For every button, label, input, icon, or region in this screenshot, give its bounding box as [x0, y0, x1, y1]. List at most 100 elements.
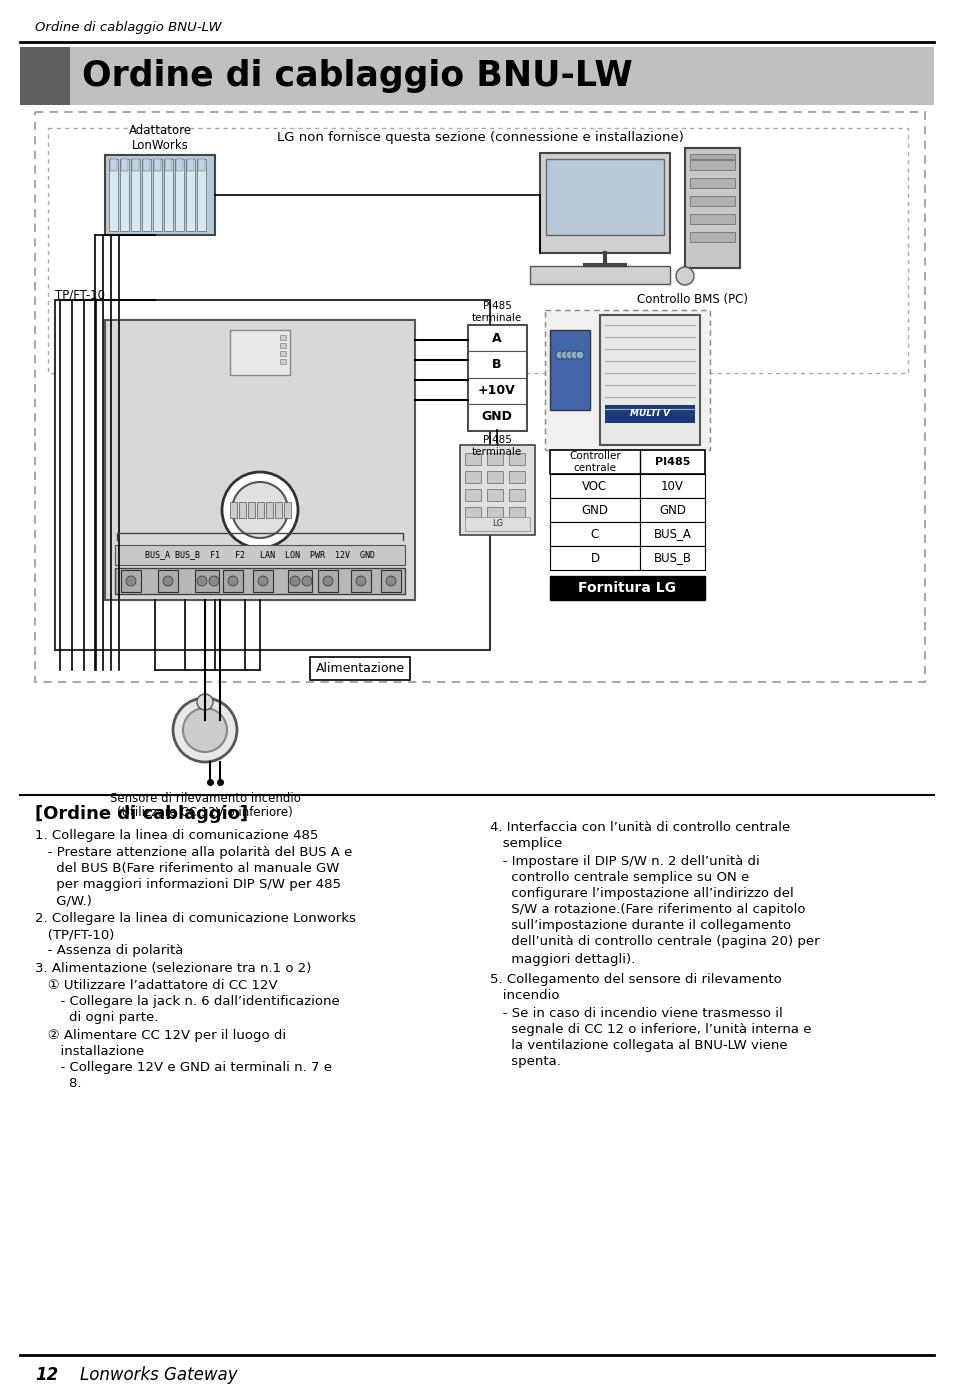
Bar [468, 378, 525, 404]
Text: - Collegare 12V e GND ai terminali n. 7 e: - Collegare 12V e GND ai terminali n. 7 … [35, 1060, 332, 1074]
Text: controllo centrale semplice su ON e: controllo centrale semplice su ON e [490, 872, 748, 884]
Bar [689, 154, 734, 159]
Bar [464, 490, 480, 501]
Bar [132, 159, 139, 171]
Bar [239, 502, 246, 518]
Bar [142, 159, 151, 231]
Bar [689, 196, 734, 206]
Circle shape [126, 576, 136, 586]
Text: di ogni parte.: di ogni parte. [35, 1011, 158, 1024]
Bar [175, 159, 183, 171]
Bar [284, 502, 291, 518]
Circle shape [355, 576, 366, 586]
Text: +10V: +10V [477, 385, 516, 397]
Text: GND: GND [481, 410, 512, 424]
Circle shape [196, 576, 207, 586]
Text: installazione: installazione [35, 1045, 144, 1058]
Bar [468, 325, 525, 351]
Bar [550, 330, 589, 410]
Bar [599, 315, 700, 445]
Bar [545, 159, 663, 235]
Bar [187, 159, 193, 171]
Bar [230, 330, 290, 375]
Text: D: D [590, 551, 598, 565]
Circle shape [290, 576, 299, 586]
Text: - Assenza di polarità: - Assenza di polarità [35, 944, 183, 957]
Text: 2. Collegare la linea di comunicazione Lonworks: 2. Collegare la linea di comunicazione L… [35, 912, 355, 925]
Bar [684, 148, 740, 269]
Bar [464, 518, 530, 532]
Bar [464, 506, 480, 519]
Bar [20, 48, 70, 105]
Bar [317, 569, 337, 592]
Bar [274, 502, 282, 518]
Bar [639, 522, 704, 546]
Bar [509, 471, 524, 483]
Circle shape [222, 471, 297, 548]
Bar [110, 159, 117, 171]
Bar [550, 522, 639, 546]
Text: Alimentazione: Alimentazione [315, 662, 404, 674]
Bar [105, 155, 214, 235]
Bar [280, 351, 286, 355]
Bar [689, 214, 734, 224]
Bar [223, 569, 243, 592]
Text: Ordine di cablaggio BNU-LW: Ordine di cablaggio BNU-LW [35, 21, 221, 35]
Bar [196, 159, 206, 231]
Bar [115, 568, 405, 595]
Bar [280, 334, 286, 340]
Bar [550, 546, 639, 569]
Text: S/W a rotazione.(Fare riferimento al capitolo: S/W a rotazione.(Fare riferimento al cap… [490, 902, 804, 916]
Bar [174, 159, 184, 231]
Bar [253, 569, 273, 592]
Text: - Prestare attenzione alla polarità del BUS A e: - Prestare attenzione alla polarità del … [35, 846, 352, 859]
Bar [121, 569, 141, 592]
Text: GND: GND [581, 504, 608, 516]
Circle shape [172, 698, 236, 762]
Text: B: B [492, 358, 501, 371]
Bar [486, 471, 502, 483]
Text: (Utilizzare CC 12V o inferiore): (Utilizzare CC 12V o inferiore) [117, 806, 293, 818]
Bar [486, 453, 502, 464]
Bar [109, 159, 118, 231]
Bar [689, 232, 734, 242]
Text: 12: 12 [35, 1365, 58, 1384]
Bar [639, 546, 704, 569]
Text: VOC: VOC [581, 480, 607, 492]
Bar [256, 502, 264, 518]
Bar [288, 569, 312, 592]
Text: - Impostare il DIP S/W n. 2 dell’unità di: - Impostare il DIP S/W n. 2 dell’unità d… [490, 855, 759, 867]
Text: 3. Alimentazione (selezionare tra n.1 o 2): 3. Alimentazione (selezionare tra n.1 o … [35, 963, 311, 975]
Text: Sensore di rilevamento incendio: Sensore di rilevamento incendio [110, 792, 300, 804]
Text: Lonworks Gateway: Lonworks Gateway [80, 1365, 237, 1384]
Bar [280, 343, 286, 348]
Text: dell’unità di controllo centrale (pagina 20) per: dell’unità di controllo centrale (pagina… [490, 935, 819, 949]
Circle shape [232, 483, 288, 539]
Text: 5. Collegamento del sensore di rilevamento: 5. Collegamento del sensore di rilevamen… [490, 972, 781, 986]
Circle shape [183, 708, 227, 753]
Text: 8.: 8. [35, 1077, 81, 1090]
Bar [158, 569, 178, 592]
Bar [639, 498, 704, 522]
Bar [55, 299, 490, 651]
Bar [550, 498, 639, 522]
Bar [143, 159, 150, 171]
Circle shape [302, 576, 312, 586]
Bar [280, 360, 286, 364]
Text: G/W.): G/W.) [35, 894, 91, 907]
Text: Ordine di cablaggio BNU-LW: Ordine di cablaggio BNU-LW [82, 59, 632, 92]
Bar [152, 159, 162, 231]
Bar [194, 569, 219, 592]
Bar [550, 474, 639, 498]
Text: Pi485
terminale: Pi485 terminale [472, 435, 521, 456]
Text: Adattatore
LonWorks: Adattatore LonWorks [129, 125, 192, 152]
Text: configurare l’impostazione all’indirizzo del: configurare l’impostazione all’indirizzo… [490, 887, 793, 900]
Bar [639, 474, 704, 498]
Bar [164, 159, 172, 231]
Circle shape [565, 351, 574, 360]
Text: ② Alimentare CC 12V per il luogo di: ② Alimentare CC 12V per il luogo di [35, 1030, 286, 1042]
Text: - Collegare la jack n. 6 dall’identificazione: - Collegare la jack n. 6 dall’identifica… [35, 995, 339, 1009]
Circle shape [209, 576, 219, 586]
Text: [Ordine di cablaggio]: [Ordine di cablaggio] [35, 804, 248, 823]
Bar [266, 502, 273, 518]
